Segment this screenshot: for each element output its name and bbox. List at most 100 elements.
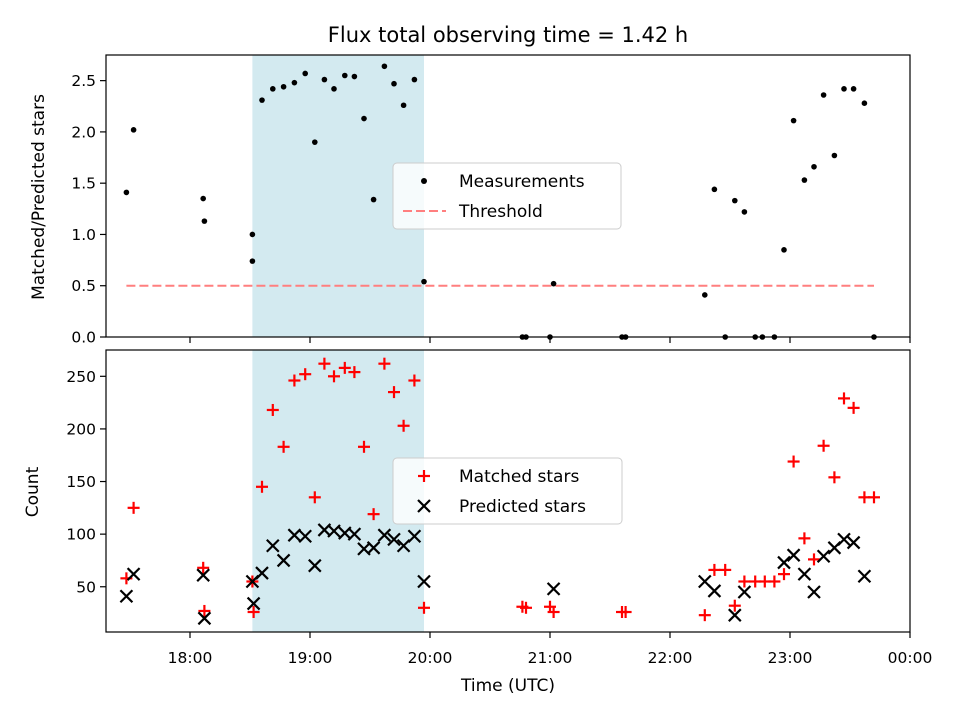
matched-star-point: [277, 440, 290, 453]
measurement-point: [342, 72, 348, 79]
matched-star-point: [367, 508, 380, 521]
predicted-star-point: [347, 527, 362, 541]
predicted-star-b: [196, 568, 210, 582]
matched-star-point: [388, 386, 400, 399]
predicted-star-point: [126, 567, 141, 581]
predicted-star-b: [728, 608, 742, 622]
legend-matched-marker: [418, 470, 430, 482]
measurement-point: [411, 76, 418, 83]
measurement-point: [801, 177, 808, 183]
legend-predicted-label: Predicted stars: [459, 497, 586, 517]
matched-star-point: [348, 366, 361, 379]
predicted-star-point: [816, 549, 831, 564]
measurement-point: [351, 73, 358, 80]
predicted-star-b: [276, 553, 291, 568]
predicted-star-b: [846, 535, 861, 550]
bot-ytick-label: 200: [66, 420, 96, 438]
matched-star-point: [418, 601, 430, 614]
chart-title: Flux total observing time = 1.42 h: [328, 23, 688, 47]
matched-star-point: [547, 606, 560, 619]
predicted-star-b: [119, 589, 134, 604]
measurement-point: [711, 186, 718, 193]
measurement-point: [370, 196, 377, 203]
xtick-label: 18:00: [168, 649, 213, 667]
predicted-star-b: [366, 541, 381, 555]
predicted-star-b: [698, 574, 712, 589]
top-legend-box: [392, 162, 622, 230]
bottom-axes-frame: [105, 349, 911, 633]
measurement-point: [550, 280, 557, 287]
measurement-point: [790, 117, 797, 124]
predicted-star-point: [276, 553, 291, 568]
predicted-star-point: [546, 582, 561, 596]
matched-star-point: [378, 357, 391, 370]
bottom-yticks: 50 100 150 200 250: [66, 368, 106, 596]
predicted-star-b: [255, 566, 269, 580]
predicted-stars-points: [119, 523, 872, 626]
predicted-star-point: [728, 608, 742, 622]
predicted-star-point: [266, 538, 280, 553]
predicted-star-point: [119, 589, 134, 604]
measurement-point: [331, 86, 337, 92]
top-ytick-label: 1.0: [71, 226, 96, 244]
matched-star-point: [728, 599, 741, 612]
matched-star-point: [768, 575, 781, 588]
predicted-star-point: [737, 585, 752, 599]
predicted-star-b: [287, 528, 302, 542]
predicted-star-b: [797, 567, 812, 581]
matched-star-point: [127, 501, 140, 514]
top-legend: Measurements Threshold: [392, 162, 622, 230]
measurement-point: [201, 218, 208, 224]
measurement-point: [702, 292, 708, 298]
matched-star-point: [308, 491, 321, 504]
predicted-star-b: [266, 538, 280, 553]
predicted-star-b: [807, 585, 821, 599]
matched-star-point: [847, 401, 860, 414]
predicted-star-point: [197, 611, 212, 626]
measurement-point: [811, 163, 817, 170]
measurement-point: [270, 86, 276, 92]
matched-star-point: [299, 368, 312, 381]
matched-star-point: [828, 471, 841, 484]
predicted-star-point: [298, 529, 312, 544]
predicted-star-point: [255, 566, 269, 580]
xtick-label: 19:00: [288, 649, 333, 667]
top-ytick-label: 2.5: [71, 72, 96, 90]
matched-star-point: [698, 609, 711, 622]
bottom-legend: Matched stars Predicted stars: [392, 457, 623, 525]
top-ytick-label: 0.0: [71, 329, 96, 347]
measurement-point: [391, 80, 397, 87]
bot-ytick-label: 100: [66, 526, 96, 544]
legend-predicted-marker: [417, 499, 431, 513]
matched-stars-points: [120, 357, 880, 622]
top-ytick-label: 1.5: [71, 175, 96, 193]
matched-star-point: [266, 403, 279, 416]
predicted-star-b: [126, 567, 141, 581]
matched-star-point: [397, 419, 410, 432]
bottom-ylabel: Count: [23, 466, 43, 517]
predicted-star-point: [327, 524, 341, 538]
xtick-label: 20:00: [408, 649, 453, 667]
matched-star-point: [719, 563, 732, 576]
matched-star-point: [738, 575, 751, 588]
predicted-star-b: [857, 569, 872, 584]
top-ytick-label: 0.5: [71, 277, 96, 295]
predicted-star-b: [777, 555, 791, 570]
predicted-star-point: [308, 558, 322, 573]
top-xticks: [189, 337, 911, 343]
measurement-point: [259, 97, 265, 103]
predicted-star-b: [837, 532, 851, 547]
measurement-point: [781, 247, 787, 253]
measurement-point: [850, 86, 857, 92]
top-ytick-label: 2.0: [71, 123, 96, 141]
measurement-point: [861, 100, 868, 106]
measurement-point: [200, 195, 206, 202]
matched-star-point: [256, 480, 268, 493]
predicted-star-b: [357, 542, 371, 556]
predicted-star-b: [347, 527, 362, 541]
predicted-star-point: [407, 529, 422, 544]
bottom-panel: 50 100 150 200 250 18:00 19:00 20:00 21:00 22:00…: [23, 349, 932, 696]
measurement-point: [841, 86, 847, 92]
bot-ytick-label: 50: [76, 578, 96, 596]
